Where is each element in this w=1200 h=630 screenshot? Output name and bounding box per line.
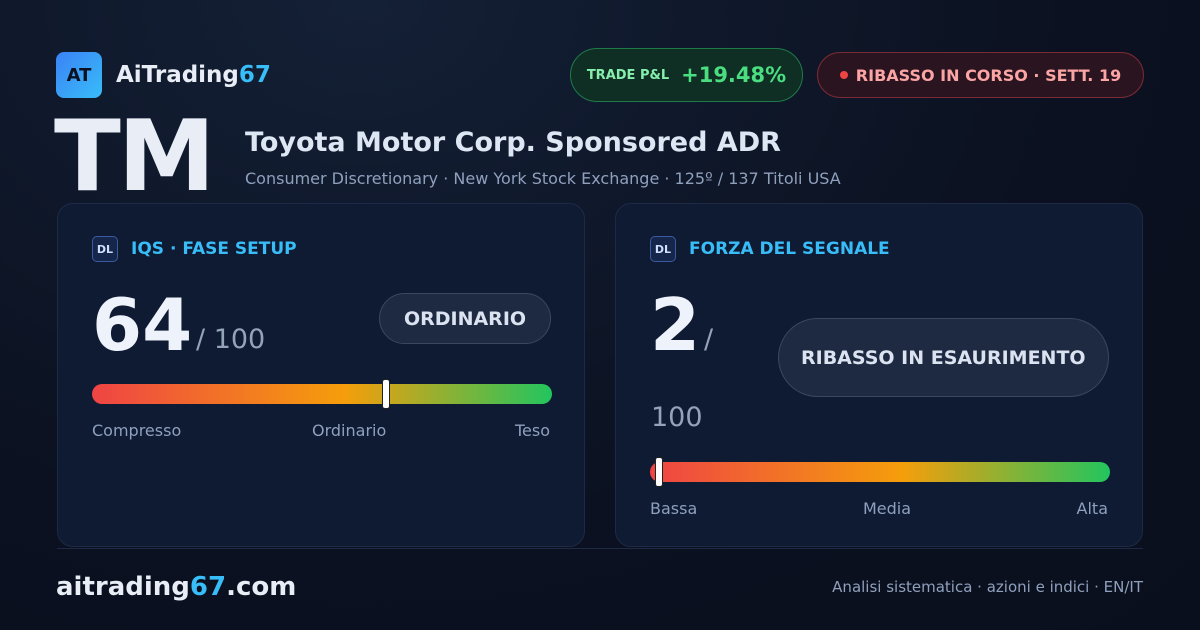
site-accent: 67 bbox=[189, 572, 227, 602]
company-title: Toyota Motor Corp. Sponsored ADR bbox=[245, 127, 781, 158]
scale-label: Bassa bbox=[650, 499, 698, 518]
panel: DL IQS · FASE SETUP 64 / 100 ORDINARIO C… bbox=[57, 203, 585, 547]
pnl-pill: TRADE P&L +19.48% bbox=[570, 48, 803, 102]
pnl-value: +19.48% bbox=[681, 63, 787, 87]
scale-label: Alta bbox=[1076, 499, 1108, 518]
label-pill: RIBASSO IN ESAURIMENTO bbox=[778, 318, 1109, 397]
panel-title: IQS · FASE SETUP bbox=[131, 239, 297, 259]
site-tld: .com bbox=[226, 572, 297, 602]
label-pill: ORDINARIO bbox=[379, 293, 551, 344]
status-dot bbox=[839, 71, 848, 79]
scale-label: Media bbox=[863, 499, 912, 518]
gauge-bar bbox=[92, 379, 552, 409]
divider bbox=[57, 548, 1143, 549]
status-text: RIBASSO IN CORSO · SETT. 19 bbox=[855, 65, 1122, 85]
brand-text: AiTrading bbox=[116, 62, 239, 88]
separator: / bbox=[704, 324, 714, 355]
score: 2 bbox=[650, 283, 701, 367]
scale-label: Compresso bbox=[92, 421, 182, 440]
panel-title: FORZA DEL SEGNALE bbox=[689, 239, 890, 259]
brand-badge: AT bbox=[56, 52, 102, 98]
site: aitrading67.com bbox=[56, 572, 296, 602]
panel-badge: DL bbox=[92, 236, 118, 262]
ticker: TM bbox=[54, 100, 215, 214]
tagline: Analisi sistematica · azioni e indici · … bbox=[832, 578, 1143, 596]
status-pill: RIBASSO IN CORSO · SETT. 19 bbox=[817, 52, 1144, 98]
company-subtitle: Consumer Discretionary · New York Stock … bbox=[245, 169, 841, 188]
score: 64 bbox=[92, 283, 193, 367]
panel: DL FORZA DEL SEGNALE 2 / 100 RIBASSO IN … bbox=[615, 203, 1143, 547]
scale-label: Ordinario bbox=[312, 421, 387, 440]
panel-badge: DL bbox=[650, 236, 676, 262]
gauge-marker bbox=[382, 379, 391, 409]
site-text: aitrading bbox=[56, 572, 190, 602]
gauge-bar bbox=[650, 457, 1110, 487]
scale-label: Teso bbox=[514, 421, 550, 440]
brand-accent: 67 bbox=[238, 62, 271, 88]
separator: / bbox=[196, 324, 206, 355]
score-max: / 100 bbox=[196, 324, 265, 355]
brand-name: AiTrading67 bbox=[116, 62, 271, 88]
gauge-marker bbox=[655, 457, 664, 487]
max: 100 bbox=[651, 402, 703, 433]
pnl-label: TRADE P&L bbox=[586, 67, 670, 83]
max: 100 bbox=[213, 324, 266, 355]
